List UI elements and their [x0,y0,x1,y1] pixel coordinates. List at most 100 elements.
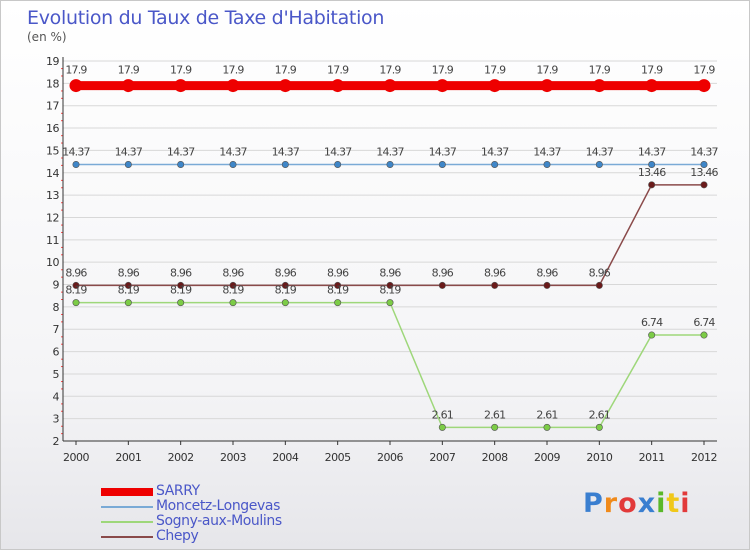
data-point [278,79,292,93]
data-point [331,79,345,93]
y-tick-label: 16 [46,122,59,135]
data-point [595,160,603,168]
data-label: 17.9 [589,64,611,77]
data-label: 8.19 [65,284,87,297]
data-label: 17.9 [65,64,87,77]
data-label: 8.19 [118,284,140,297]
y-tick-label: 5 [53,368,60,381]
x-tick-label: 2000 [63,451,89,464]
data-point [174,79,188,93]
y-tick-label: 12 [46,211,59,224]
logo-letter: o [618,488,638,519]
data-point [177,160,185,168]
y-tick-label: 9 [53,279,60,292]
data-label: 14.37 [638,145,666,158]
data-label: 13.46 [690,166,718,179]
data-label: 14.37 [219,145,247,158]
data-label: 8.96 [536,266,558,279]
data-label: 14.37 [481,145,509,158]
logo-letter: r [603,488,619,519]
data-point [281,281,289,289]
data-label: 14.37 [167,145,195,158]
data-label: 8.96 [222,266,244,279]
y-tick-label: 8 [53,301,60,314]
data-point [697,79,711,93]
data-point [700,331,708,339]
data-label: 8.96 [275,266,297,279]
data-label: 2.61 [432,408,453,421]
data-point [438,423,446,431]
data-point [595,281,603,289]
logo-letter: t [666,488,681,519]
data-point [281,299,289,307]
data-point [386,160,394,168]
data-labels: 17.9 17.9 17.9 17.9 17.9 17.9 17.9 17.9 17.9 17.9… [62,64,719,422]
logo-letter: i [680,488,691,519]
legend-item: Chepy [101,528,361,546]
data-point [491,160,499,168]
data-label: 17.9 [222,64,244,77]
data-point [124,160,132,168]
axes: 2 3 4 5 6 7 8 9 10 11 12 13 14 15 16 17 18 19 2000 2001 2002… [46,55,718,464]
data-label: 8.96 [327,266,349,279]
x-tick-label: 2012 [691,451,717,464]
data-label: 17.9 [327,64,349,77]
legend-swatch [101,488,153,496]
data-point [124,299,132,307]
data-point [543,281,551,289]
data-label: 17.9 [693,64,715,77]
y-tick-label: 3 [53,413,60,426]
data-point [334,299,342,307]
data-label: 8.96 [484,266,506,279]
data-point [491,281,499,289]
data-label: 14.37 [533,145,561,158]
x-tick-label: 2004 [272,451,298,464]
data-label: 17.9 [484,64,506,77]
data-point [229,160,237,168]
y-tick-label: 19 [46,55,59,68]
y-tick-label: 11 [46,234,59,247]
data-point [386,299,394,307]
x-tick-label: 2008 [482,451,508,464]
y-tick-label: 17 [46,100,59,113]
data-point [177,281,185,289]
y-tick-label: 18 [46,77,59,90]
data-point [281,160,289,168]
data-point [334,160,342,168]
legend-item: SARRY [101,483,361,501]
data-label: 8.19 [379,284,401,297]
data-point [386,281,394,289]
data-point [700,181,708,189]
series-lines [69,79,711,431]
data-point [124,281,132,289]
legend-label: Moncetz-Longevas [156,498,280,514]
data-point [438,281,446,289]
data-label: 2.61 [484,408,505,421]
data-label: 17.9 [170,64,192,77]
data-label: 8.19 [327,284,349,297]
data-point [543,160,551,168]
data-label: 14.37 [62,145,90,158]
legend-label: SARRY [156,483,200,499]
logo-letter: P [583,488,604,519]
data-label: 14.37 [690,145,718,158]
data-label: 6.74 [693,316,715,329]
y-tick-label: 15 [46,144,59,157]
legend-swatch [101,521,153,523]
data-label: 17.9 [379,64,401,77]
data-point [69,79,83,93]
data-point [543,423,551,431]
y-tick-label: 7 [53,323,60,336]
data-point [121,79,135,93]
data-label: 8.19 [222,284,244,297]
y-tick-label: 4 [53,390,60,403]
data-label: 17.9 [536,64,558,77]
legend-label: Sogny-aux-Moulins [156,513,282,529]
legend-item: Moncetz-Longevas [101,498,361,516]
data-point [72,160,80,168]
chart-unit: (en %) [27,30,67,44]
logo-letter: i [656,488,667,519]
data-point [383,79,397,93]
